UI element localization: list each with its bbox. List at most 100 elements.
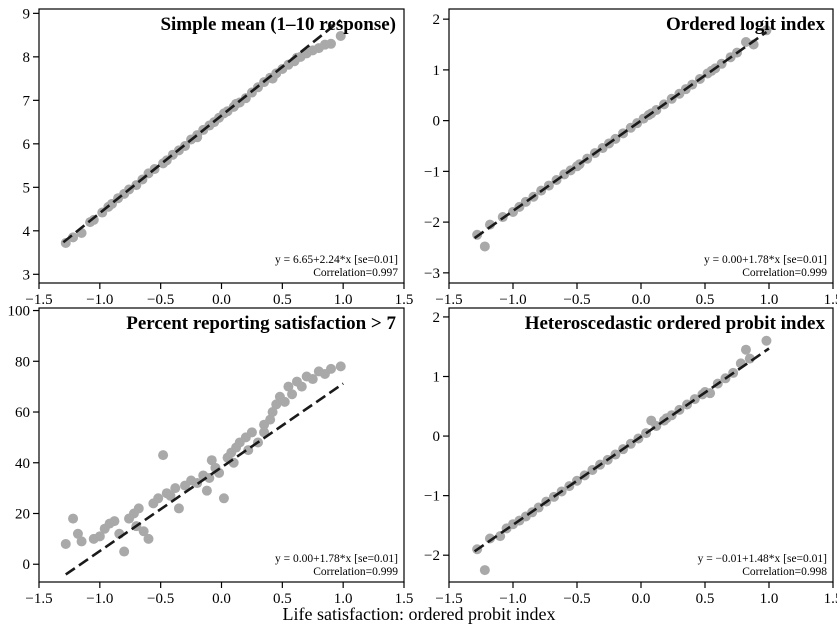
data-point <box>479 565 490 576</box>
panel-percent-satisfied: −1.5 −1.0 −0.5 0.0 0.5 1.0 1.5 0 20 40 60 80 100 Perc… <box>8 304 414 607</box>
y-tick-label: 7 <box>23 93 31 109</box>
y-tick-label: 4 <box>23 224 31 240</box>
data-point <box>291 52 302 63</box>
x-tick-label: −1.5 <box>25 292 52 308</box>
y-tick-label: 8 <box>23 50 31 66</box>
x-tick-label: 0.5 <box>273 292 292 308</box>
data-point <box>68 513 79 524</box>
data-point <box>60 538 71 549</box>
fit-line <box>473 347 770 553</box>
y-tick-label: 1 <box>433 370 441 386</box>
x-tick-label: 1.0 <box>760 591 779 607</box>
x-tick-label: 1.5 <box>395 591 414 607</box>
y-tick-label: −1 <box>424 489 440 505</box>
panel-ordered-logit: −1.5 −1.0 −0.5 0.0 0.5 1.0 1.5 −3 −2 −1 0 1 2 Ordered… <box>424 8 837 308</box>
data-point <box>296 381 307 392</box>
y-tick-label: 40 <box>15 456 30 472</box>
data-point <box>495 531 506 542</box>
y-tick-label: 60 <box>15 405 30 421</box>
data-point <box>72 528 83 539</box>
regression-equation: y = 0.00+1.78*x [se=0.01] <box>275 553 398 565</box>
y-tick-label: 0 <box>433 429 441 445</box>
data-point <box>326 363 336 374</box>
x-tick-label: −1.0 <box>86 591 113 607</box>
y-tick-label: 20 <box>15 507 30 523</box>
plot-frame <box>448 307 834 583</box>
y-tick-label: 100 <box>8 304 31 320</box>
data-point <box>307 374 318 385</box>
x-tick-label: −0.5 <box>147 591 174 607</box>
fit-line <box>62 19 342 244</box>
y-tick-label: 0 <box>23 557 31 573</box>
panel-heteroscedastic-probit: −1.5 −1.0 −0.5 0.0 0.5 1.0 1.5 −2 −1 0 1 2 Heterosce… <box>424 307 837 607</box>
y-tick-label: 9 <box>23 6 31 22</box>
x-tick-label: 1.0 <box>334 292 353 308</box>
x-tick-label: 1.0 <box>760 292 779 308</box>
y-tick-label: 6 <box>23 137 31 153</box>
data-point <box>279 396 290 407</box>
data-point <box>287 389 298 400</box>
data-point <box>246 427 257 438</box>
x-tick-label: −0.5 <box>563 292 590 308</box>
correlation-label: Correlation=0.998 <box>742 566 827 578</box>
x-tick-label: 1.5 <box>824 292 837 308</box>
correlation-label: Correlation=0.999 <box>313 566 398 578</box>
panel-simple-mean: −1.5 −1.0 −0.5 0.0 0.5 1.0 1.5 3 4 5 6 7 8 9 Simple me… <box>23 6 414 308</box>
y-tick-label: −2 <box>424 548 440 564</box>
y-tick-label: −1 <box>424 164 440 180</box>
plot-frame <box>38 8 405 284</box>
x-tick-label: 0.5 <box>696 591 715 607</box>
fit-line <box>65 382 344 576</box>
data-point <box>201 485 212 496</box>
data-point <box>335 361 346 372</box>
data-point <box>271 399 282 410</box>
data-point <box>173 503 184 514</box>
panel-title: Simple mean (1–10 response) <box>160 14 396 35</box>
panels: −1.5 −1.0 −0.5 0.0 0.5 1.0 1.5 3 4 5 6 7 8 9 Simple me… <box>8 6 837 607</box>
data-point <box>484 219 495 230</box>
x-tick-label: 0.0 <box>212 292 231 308</box>
data-point <box>76 536 87 547</box>
regression-equation: y = 6.65+2.24*x [se=0.01] <box>275 254 398 266</box>
x-tick-label: −1.0 <box>499 591 526 607</box>
y-tick-label: 0 <box>433 114 441 130</box>
data-point <box>267 407 278 418</box>
y-tick-label: 5 <box>23 180 31 196</box>
x-tick-label: 0.5 <box>273 591 292 607</box>
data-point <box>192 132 203 143</box>
regression-equation: y = 0.00+1.78*x [se=0.01] <box>704 254 827 266</box>
data-point <box>153 493 164 504</box>
x-tick-label: −1.5 <box>25 591 52 607</box>
fit-line <box>473 31 768 240</box>
x-tick-label: 0.0 <box>632 591 651 607</box>
data-point <box>283 381 294 392</box>
data-point <box>109 516 120 527</box>
y-tick-label: 2 <box>433 12 441 28</box>
data-point <box>180 141 190 151</box>
x-tick-label: −1.0 <box>499 292 526 308</box>
x-tick-label: 1.5 <box>824 591 837 607</box>
panel-title: Ordered logit index <box>666 14 826 35</box>
x-tick-label: −0.5 <box>147 292 174 308</box>
figure-x-axis-label: Life satisfaction: ordered probit index <box>283 604 556 624</box>
panel-title: Percent reporting satisfaction > 7 <box>126 313 396 334</box>
panel-title: Heteroscedastic ordered probit index <box>525 313 826 334</box>
data-point <box>265 414 276 425</box>
data-point <box>218 493 229 504</box>
x-tick-label: −1.0 <box>86 292 113 308</box>
data-point <box>326 38 336 49</box>
data-point <box>158 450 169 461</box>
y-tick-label: 80 <box>15 354 30 370</box>
data-point <box>60 237 71 248</box>
data-point <box>138 526 149 537</box>
y-tick-label: −3 <box>424 266 440 282</box>
y-tick-label: 3 <box>23 267 31 283</box>
data-point <box>761 335 772 346</box>
y-tick-label: 2 <box>433 310 441 326</box>
x-tick-label: 1.5 <box>395 292 414 308</box>
data-point <box>479 241 490 252</box>
data-point <box>133 503 144 514</box>
x-tick-label: −1.5 <box>435 591 462 607</box>
x-tick-label: 1.0 <box>334 591 353 607</box>
